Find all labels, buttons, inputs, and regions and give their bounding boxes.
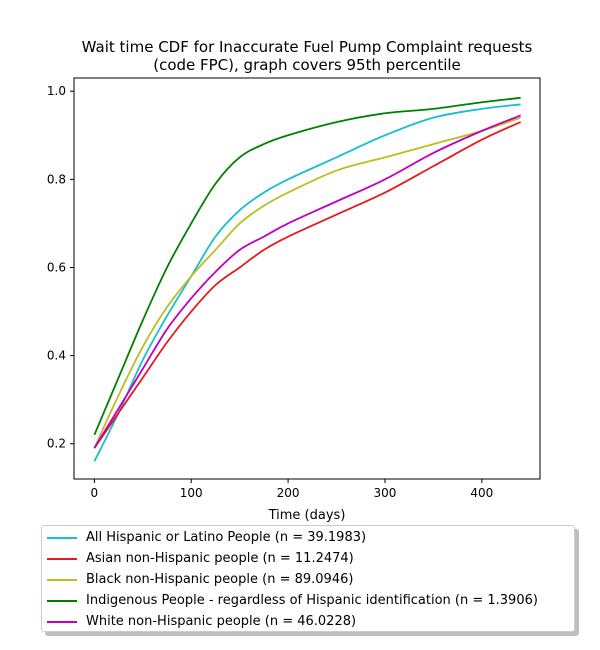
y-tick-label: 0.4 <box>47 349 66 363</box>
legend-swatch <box>47 578 77 581</box>
x-tick-label: 300 <box>374 486 397 500</box>
legend-item: Indigenous People - regardless of Hispan… <box>42 590 574 611</box>
y-tick-label: 0.2 <box>47 437 66 451</box>
legend-item: Asian non-Hispanic people (n = 11.2474) <box>42 548 574 569</box>
x-tick-label: 200 <box>277 486 300 500</box>
x-tick-label: 100 <box>180 486 203 500</box>
legend-label: Asian non-Hispanic people (n = 11.2474) <box>86 551 354 566</box>
legend-label: All Hispanic or Latino People (n = 39.19… <box>86 530 367 545</box>
series-line-2 <box>93 121 521 449</box>
legend-swatch <box>47 536 77 539</box>
legend-swatch <box>47 557 77 560</box>
axis-layer: 0 100 200 300 400 0.2 0.4 0.6 0.8 1.0 <box>47 84 493 500</box>
series-layer <box>93 96 521 462</box>
legend-item: Black non-Hispanic people (n = 89.0946) <box>42 569 574 590</box>
plot-area <box>73 77 541 480</box>
y-tick-label: 0.6 <box>47 260 66 274</box>
x-tick-label: 0 <box>91 486 99 500</box>
y-tick-label: 0.8 <box>47 172 66 186</box>
legend-label: White non-Hispanic people (n = 46.0228) <box>86 614 357 629</box>
legend-label: Black non-Hispanic people (n = 89.0946) <box>86 572 354 587</box>
series-line-5 <box>93 114 521 449</box>
legend-item: All Hispanic or Latino People (n = 39.19… <box>42 527 574 548</box>
chart-title: Wait time CDF for Inaccurate Fuel Pump C… <box>82 38 533 56</box>
series-line-3 <box>93 116 521 449</box>
y-tick-label: 1.0 <box>47 84 66 98</box>
legend-swatch <box>47 620 77 623</box>
series-line-4 <box>93 96 521 436</box>
x-tick-label: 400 <box>470 486 493 500</box>
legend-label: Indigenous People - regardless of Hispan… <box>86 593 538 608</box>
legend-item: White non-Hispanic people (n = 46.0228) <box>42 611 574 632</box>
chart-subtitle: (code FPC), graph covers 95th percentile <box>153 56 461 74</box>
x-axis-label: Time (days) <box>268 508 346 523</box>
series-line-1 <box>93 103 521 462</box>
legend-swatch <box>47 599 77 602</box>
legend: All Hispanic or Latino People (n = 39.19… <box>41 525 575 632</box>
